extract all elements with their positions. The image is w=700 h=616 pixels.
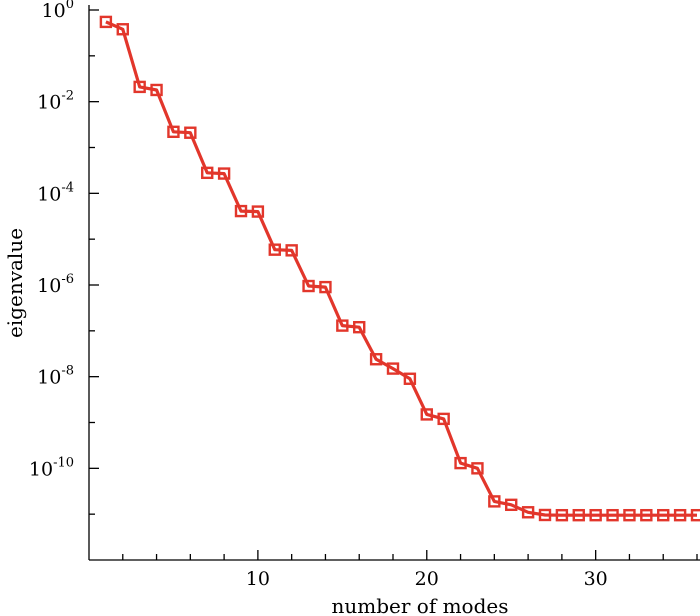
x-ticks: 10 20 30	[122, 550, 698, 590]
data-point-marker	[201, 166, 214, 180]
y-tick-label: 10-8	[37, 364, 74, 389]
data-point-marker	[184, 126, 197, 139]
data-point-marker	[505, 498, 518, 512]
data-point-marker	[589, 508, 602, 522]
data-point-marker	[234, 204, 248, 218]
data-point-marker	[369, 353, 383, 366]
data-point-marker	[386, 362, 400, 375]
x-axis-label: number of modes	[332, 594, 509, 616]
x-tick-label: 10	[246, 568, 270, 590]
x-tick-label: 30	[584, 568, 608, 590]
series-layer	[99, 15, 700, 522]
data-point-marker	[150, 83, 163, 97]
data-point-marker	[572, 508, 585, 522]
data-point-marker	[623, 508, 636, 522]
data-point-marker	[657, 508, 670, 522]
data-point-marker	[268, 243, 281, 256]
data-point-marker	[488, 495, 501, 508]
data-point-marker	[521, 506, 535, 519]
data-point-marker	[133, 80, 146, 94]
data-point-marker	[640, 508, 653, 522]
data-point-marker	[538, 508, 552, 522]
data-point-marker	[437, 412, 450, 426]
data-point-marker	[690, 508, 700, 522]
data-point-marker	[403, 372, 417, 385]
data-point-marker	[606, 508, 619, 522]
x-tick-label: 20	[415, 568, 439, 590]
data-point-marker	[673, 508, 687, 522]
data-point-marker	[302, 279, 315, 293]
data-point-marker	[217, 167, 231, 180]
y-axis-label: eigenvalue	[3, 228, 27, 338]
data-point-marker	[251, 205, 265, 218]
y-tick-label: 10-6	[37, 272, 74, 297]
data-point-marker	[471, 462, 484, 475]
data-point-marker	[99, 15, 113, 29]
y-ticks: 100 10-2 10-4 10-6 10-8 10-10	[29, 0, 99, 515]
data-point-marker	[167, 125, 180, 139]
data-point-marker	[353, 321, 366, 334]
data-point-marker	[454, 456, 467, 470]
y-tick-label: 10-2	[37, 89, 74, 114]
data-point-marker	[116, 23, 129, 36]
y-tick-label: 10-10	[29, 455, 74, 480]
data-point-marker	[420, 408, 433, 421]
data-point-marker	[319, 280, 332, 294]
data-point-marker	[336, 319, 349, 332]
series-line	[105, 20, 697, 517]
y-tick-label: 100	[42, 0, 74, 22]
data-point-marker	[555, 508, 569, 522]
y-tick-label: 10-4	[37, 180, 74, 205]
data-point-marker	[285, 244, 298, 257]
